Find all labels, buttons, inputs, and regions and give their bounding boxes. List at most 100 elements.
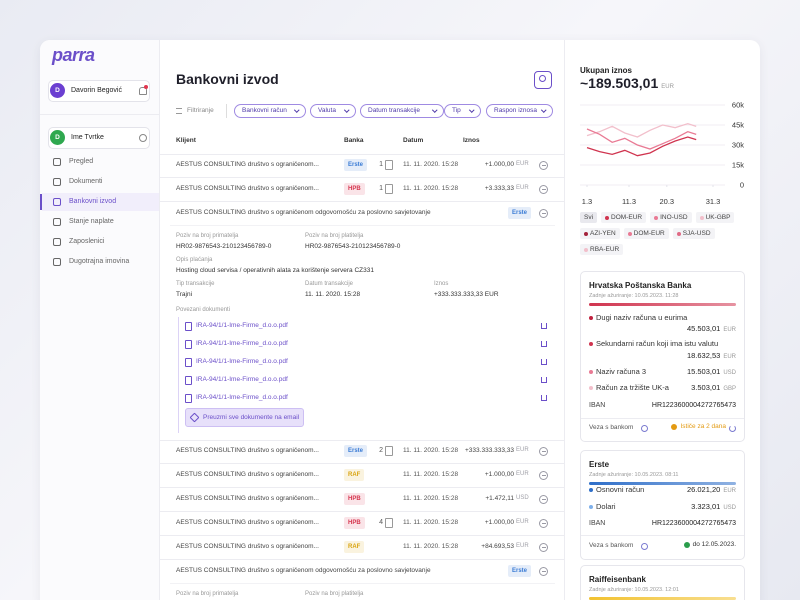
row-toggle[interactable] [539, 471, 548, 480]
filter-pill-label[interactable]: Bankovni račun [242, 106, 287, 114]
client-name: AESTUS CONSULTING društvo s ograničenom.… [176, 494, 319, 502]
divider [40, 114, 160, 115]
nav-item[interactable]: Zaposlenici [69, 237, 105, 245]
nav-item[interactable]: Dugotrajna imovina [69, 257, 130, 265]
download-icon[interactable] [541, 395, 547, 401]
gear-icon [139, 134, 147, 142]
chip-dot [584, 231, 588, 236]
row-toggle[interactable] [539, 185, 548, 194]
chip-label[interactable]: DOM-EUR [633, 230, 665, 237]
total-currency: EUR [661, 84, 674, 90]
series-chip[interactable]: RBA-EUR [580, 244, 624, 255]
filter-pill-label[interactable]: Datum transakcije [368, 106, 421, 114]
bank-badge: Erste [508, 565, 532, 577]
bell-icon [139, 87, 147, 95]
right-panel [564, 40, 761, 600]
x-tick-label: 11.3 [622, 197, 636, 206]
document-link[interactable]: IRA-94/1/1-Ime-Firme_d.o.o.pdf [196, 339, 288, 347]
row-toggle[interactable] [539, 495, 548, 504]
account-name: Osnovni račun [596, 485, 645, 495]
amount: +333.333.333,33 [465, 446, 514, 454]
detail-value: +333.333.333,33 EUR [434, 290, 499, 298]
filter-pill[interactable] [486, 104, 553, 118]
divider [160, 440, 565, 441]
chip-label[interactable]: Svi [584, 214, 594, 221]
series-chip[interactable]: UK-GBP [695, 212, 735, 223]
download-icon[interactable] [541, 359, 547, 365]
download-icon[interactable] [541, 341, 547, 347]
account-dot [589, 488, 593, 492]
series-chip[interactable]: AZI-YEN [580, 228, 620, 239]
account-amount: 45.503,01 EUR [687, 324, 736, 333]
download-icon[interactable] [541, 377, 547, 383]
transaction-date: 11. 11. 2020. 15:28 [403, 446, 459, 454]
filter-pill-label[interactable]: Valuta [318, 106, 336, 114]
row-toggle[interactable] [539, 519, 548, 528]
series-line [586, 128, 697, 150]
search-button[interactable] [534, 71, 552, 89]
nav-item[interactable]: Dokumenti [69, 177, 103, 185]
documents-border [178, 317, 179, 433]
series-chip[interactable]: DOM-EUR [601, 212, 647, 223]
pdf-icon [185, 322, 192, 331]
column-header: Datum [403, 136, 424, 144]
currency: USD [516, 495, 529, 502]
document-link[interactable]: IRA-94/1/1-Ime-Firme_d.o.o.pdf [196, 375, 288, 383]
detail-label: Iznos [434, 281, 449, 288]
divider [160, 463, 565, 464]
amount: +3.333,33 [484, 184, 514, 192]
nav-item[interactable]: Bankovni izvod [69, 197, 117, 205]
chip-label[interactable]: RBA-EUR [590, 246, 620, 253]
chip-label[interactable]: INO-USD [660, 214, 688, 221]
divider [581, 535, 744, 536]
document-link[interactable]: IRA-94/1/1-Ime-Firme_d.o.o.pdf [196, 393, 288, 401]
y-tick-label: 0 [740, 181, 744, 190]
row-toggle[interactable] [539, 209, 548, 218]
filter-pill[interactable] [234, 104, 306, 118]
sidebar [40, 40, 160, 600]
bank-badge: Erste [508, 207, 532, 219]
series-chip[interactable]: SJA-USD [672, 228, 715, 239]
chip-label[interactable]: DOM-EUR [611, 214, 643, 221]
filter-pill[interactable] [444, 104, 481, 118]
row-toggle[interactable] [539, 447, 548, 456]
filter-icon [176, 108, 182, 114]
row-toggle[interactable] [539, 161, 548, 170]
toggle-mark [541, 451, 546, 452]
series-chip[interactable]: INO-USD [650, 212, 692, 223]
bank-badge: Erste [344, 445, 368, 457]
series-chip[interactable]: DOM-EUR [623, 228, 669, 239]
transaction-date: 11. 11. 2020. 15:28 [403, 470, 459, 478]
chip-label[interactable]: UK-GBP [705, 214, 731, 221]
filter-pill-label[interactable]: Raspon iznosa [494, 106, 537, 114]
series-line [586, 136, 697, 157]
download-icon[interactable] [541, 323, 547, 329]
iban-value: HR1223600004272765473 [651, 401, 736, 409]
amount: +84.693,53 [481, 542, 514, 550]
chip-label[interactable]: SJA-USD [682, 230, 711, 237]
user-card[interactable] [48, 80, 150, 102]
document-link[interactable]: IRA-94/1/1-Ime-Firme_d.o.o.pdf [196, 321, 288, 329]
nav-item[interactable]: Pregled [69, 157, 94, 165]
row-toggle[interactable] [539, 543, 548, 552]
filter-pill[interactable] [360, 104, 444, 118]
refresh-icon[interactable] [729, 424, 736, 432]
company-card[interactable] [48, 127, 150, 149]
currency: EUR [516, 185, 529, 192]
toggle-mark [541, 547, 546, 548]
filter-pill[interactable] [310, 104, 356, 118]
chip-label[interactable]: AZI-YEN [590, 230, 616, 237]
nav-item[interactable]: Stanje naplate [69, 217, 114, 225]
row-toggle[interactable] [539, 567, 548, 576]
divider [160, 487, 565, 488]
divider [170, 583, 555, 584]
transaction-date: 11. 11. 2020. 15:28 [403, 494, 459, 502]
nav-active-bg [42, 193, 159, 211]
download-all-label[interactable]: Preuzmi sve dokumente na email [203, 413, 300, 421]
chip-dot [676, 231, 681, 236]
download-all-button[interactable] [185, 408, 304, 427]
series-chip[interactable]: Svi [580, 212, 598, 223]
document-link[interactable]: IRA-94/1/1-Ime-Firme_d.o.o.pdf [196, 357, 288, 365]
filter-pill-label[interactable]: Tip [452, 106, 461, 114]
bank-bar [589, 303, 736, 306]
